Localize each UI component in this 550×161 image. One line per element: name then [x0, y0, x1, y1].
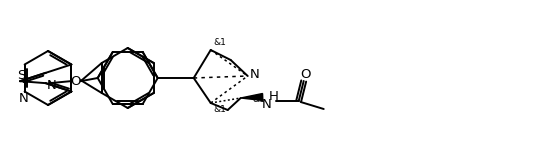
Text: H: H: [269, 90, 279, 103]
Text: O: O: [300, 67, 311, 80]
Text: S: S: [17, 69, 25, 82]
Text: N: N: [262, 98, 272, 110]
Text: &1: &1: [252, 95, 266, 104]
Text: N: N: [19, 92, 29, 105]
Polygon shape: [241, 94, 263, 100]
Text: &1: &1: [214, 38, 227, 47]
Text: N: N: [47, 79, 57, 92]
Text: N: N: [250, 67, 260, 80]
Text: O: O: [70, 75, 81, 88]
Text: &1: &1: [214, 104, 227, 114]
